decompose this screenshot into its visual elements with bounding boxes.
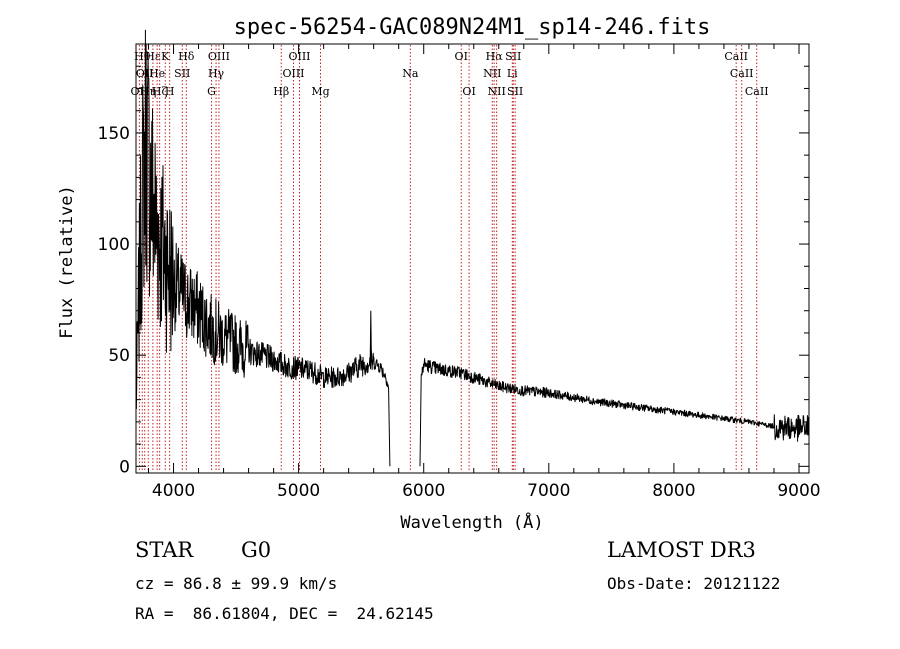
x-tick-label-4000: 4000 bbox=[152, 481, 195, 501]
x-tick-label-8000: 8000 bbox=[652, 481, 695, 501]
line-marker-label-10: Hδ bbox=[178, 50, 195, 63]
y-tick-label-50: 50 bbox=[108, 346, 130, 366]
line-marker-label-27: CaII bbox=[724, 50, 748, 63]
line-marker-label-12: Hγ bbox=[208, 67, 225, 80]
spectrum-trace-0 bbox=[135, 29, 391, 467]
line-marker-label-7: K bbox=[161, 50, 170, 63]
plot-frame bbox=[135, 43, 810, 474]
axis-ticks: 4000 5000 6000 7000 8000 9000 0 50 100 150 bbox=[98, 44, 821, 501]
y-tick-label-0: 0 bbox=[119, 457, 130, 477]
y-tick-label-100: 100 bbox=[98, 235, 130, 255]
chart-title: spec-56254-GAC089N24M1_sp14-246.fits bbox=[234, 15, 711, 40]
y-axis-label: Flux (relative) bbox=[57, 185, 77, 339]
line-marker-label-3: Hη bbox=[140, 85, 156, 98]
line-marker-label-22: Hα bbox=[486, 50, 504, 63]
line-marker-label-20: OI bbox=[462, 85, 475, 98]
coordinates-readout: RA = 86.61804, DEC = 24.62145 bbox=[135, 604, 434, 623]
x-axis-label: Wavelength (Å) bbox=[400, 511, 543, 533]
redshift-readout: cz = 86.8 ± 99.9 km/s bbox=[135, 574, 338, 593]
line-marker-label-11: G bbox=[207, 85, 216, 98]
line-marker-label-26: SII bbox=[507, 85, 523, 98]
line-markers: OIIHθOIIHηHεHeHζKHSIIHδGHγOIIIHβOIIIOIII… bbox=[131, 45, 769, 472]
observation-date: Obs-Date: 20121122 bbox=[607, 574, 781, 593]
x-tick-label-9000: 9000 bbox=[777, 481, 820, 501]
line-marker-label-23: NII bbox=[487, 85, 505, 98]
y-tick-label-150: 150 bbox=[98, 124, 130, 144]
survey-name: LAMOST DR3 bbox=[607, 538, 756, 562]
spectrum-traces bbox=[135, 29, 810, 467]
x-tick-label-5000: 5000 bbox=[277, 481, 320, 501]
line-marker-label-14: Hβ bbox=[273, 85, 289, 98]
line-marker-label-13: OIII bbox=[208, 50, 230, 63]
line-marker-label-8: H bbox=[165, 85, 175, 98]
line-marker-label-9: SII bbox=[174, 67, 190, 80]
x-tick-label-6000: 6000 bbox=[402, 481, 445, 501]
object-class: STAR bbox=[135, 538, 194, 562]
line-marker-label-21: NII bbox=[483, 67, 501, 80]
line-marker-label-28: CaII bbox=[730, 67, 754, 80]
line-marker-label-19: OI bbox=[455, 50, 468, 63]
line-marker-label-16: OIII bbox=[288, 50, 310, 63]
spectrum-trace-1 bbox=[419, 358, 810, 467]
line-marker-label-15: OIII bbox=[282, 67, 304, 80]
line-marker-label-24: Li bbox=[507, 67, 518, 80]
line-marker-label-29: CaII bbox=[745, 85, 769, 98]
sky-line-spike bbox=[369, 310, 372, 363]
line-marker-label-0: OII bbox=[131, 85, 149, 98]
object-subclass: G0 bbox=[241, 538, 272, 562]
line-marker-label-17: Mg bbox=[311, 85, 329, 98]
line-marker-label-6: Hζ bbox=[152, 85, 168, 98]
line-marker-label-25: SII bbox=[505, 50, 521, 63]
line-marker-label-2: OII bbox=[136, 67, 154, 80]
line-marker-label-18: Na bbox=[402, 67, 419, 80]
x-tick-label-7000: 7000 bbox=[527, 481, 570, 501]
line-marker-label-5: He bbox=[149, 67, 165, 80]
